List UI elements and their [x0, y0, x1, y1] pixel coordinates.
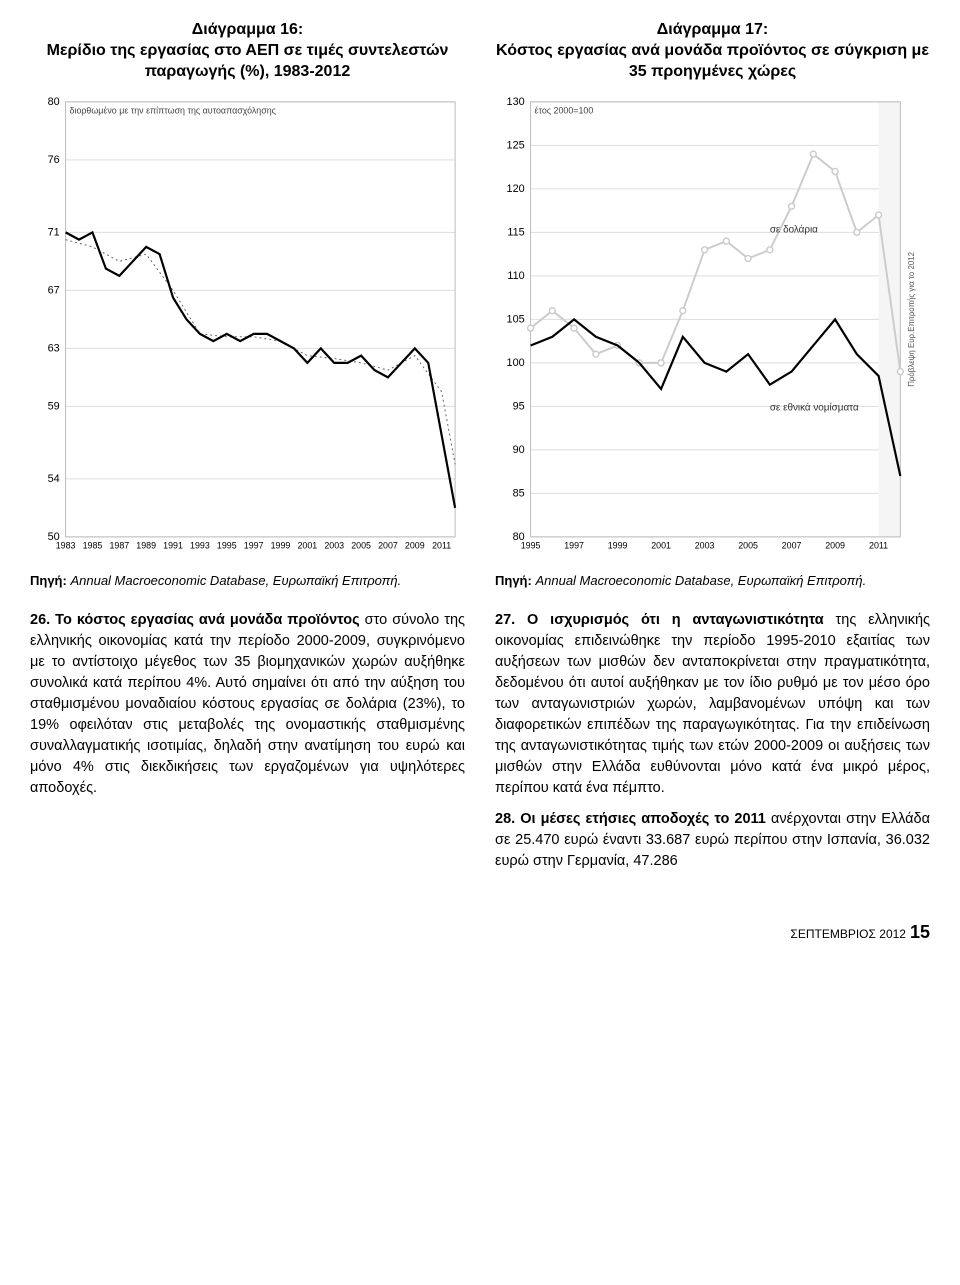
svg-text:67: 67: [48, 285, 60, 297]
svg-text:105: 105: [507, 314, 525, 326]
svg-text:110: 110: [507, 270, 524, 282]
svg-text:2009: 2009: [825, 541, 845, 551]
chart16-title: Διάγραμμα 16: Μερίδιο της εργασίας στο Α…: [30, 20, 465, 82]
svg-text:95: 95: [513, 401, 525, 413]
svg-text:125: 125: [507, 140, 525, 152]
svg-text:σε εθνικά νομίσματα: σε εθνικά νομίσματα: [770, 403, 859, 414]
svg-text:1999: 1999: [271, 541, 291, 551]
para-28: 28. Οι μέσες ετήσιες αποδοχές το 2011 αν…: [495, 809, 930, 872]
svg-text:έτος 2000=100: έτος 2000=100: [535, 106, 594, 116]
svg-text:1983: 1983: [56, 541, 76, 551]
svg-text:80: 80: [48, 96, 60, 108]
svg-text:1997: 1997: [244, 541, 264, 551]
svg-text:59: 59: [48, 401, 60, 413]
svg-text:90: 90: [513, 444, 525, 456]
svg-text:2003: 2003: [324, 541, 344, 551]
para-26: 26. Το κόστος εργασίας ανά μονάδα προϊόν…: [30, 610, 465, 799]
chart16: 8076716763595450διορθωμένο με την επίπτω…: [30, 92, 465, 589]
svg-text:2011: 2011: [432, 541, 451, 551]
chart17-source: Πηγή: Annual Macroeconomic Database, Ευρ…: [495, 573, 930, 590]
svg-text:2005: 2005: [738, 541, 758, 551]
body-columns: 26. Το κόστος εργασίας ανά μονάδα προϊόν…: [30, 610, 930, 882]
para-27: 27. Ο ισχυρισμός ότι η ανταγωνιστικότητα…: [495, 610, 930, 799]
svg-text:2011: 2011: [869, 541, 888, 551]
col-right: 27. Ο ισχυρισμός ότι η ανταγωνιστικότητα…: [495, 610, 930, 882]
svg-text:2001: 2001: [297, 541, 317, 551]
svg-text:2009: 2009: [405, 541, 425, 551]
footer: ΣΕΠΤΕΜΒΡΙΟΣ 201215: [30, 922, 930, 943]
svg-text:2007: 2007: [378, 541, 398, 551]
svg-text:63: 63: [48, 343, 60, 355]
chart16-source: Πηγή: Annual Macroeconomic Database, Ευρ…: [30, 573, 465, 590]
svg-text:σε δολάρια: σε δολάρια: [770, 225, 818, 236]
svg-text:2007: 2007: [782, 541, 802, 551]
svg-text:διορθωμένο με την επίπτωση της: διορθωμένο με την επίπτωση της αυτοαπασχ…: [70, 106, 276, 116]
svg-text:1995: 1995: [217, 541, 237, 551]
svg-text:71: 71: [48, 227, 60, 239]
svg-text:54: 54: [48, 473, 60, 485]
svg-text:76: 76: [48, 154, 60, 166]
svg-text:1987: 1987: [109, 541, 129, 551]
svg-text:1993: 1993: [190, 541, 210, 551]
svg-text:130: 130: [507, 96, 525, 108]
chart17-title: Διάγραμμα 17: Κόστος εργασίας ανά μονάδα…: [495, 20, 930, 82]
svg-text:85: 85: [513, 488, 525, 500]
svg-text:115: 115: [507, 227, 524, 239]
svg-text:1989: 1989: [136, 541, 156, 551]
svg-text:1995: 1995: [521, 541, 541, 551]
svg-text:2001: 2001: [651, 541, 671, 551]
svg-text:1997: 1997: [564, 541, 584, 551]
svg-text:120: 120: [507, 183, 525, 195]
svg-text:1985: 1985: [83, 541, 103, 551]
svg-text:1999: 1999: [608, 541, 628, 551]
svg-text:2003: 2003: [695, 541, 715, 551]
svg-text:1991: 1991: [163, 541, 183, 551]
chart17: 13012512011511010510095908580έτος 2000=1…: [495, 92, 930, 589]
col-left: 26. Το κόστος εργασίας ανά μονάδα προϊόν…: [30, 610, 465, 882]
svg-text:2005: 2005: [351, 541, 371, 551]
svg-text:100: 100: [507, 357, 525, 369]
svg-text:Πρόβλεψη Ευρ.Επιτροπής για το: Πρόβλεψη Ευρ.Επιτροπής για το 2012: [907, 252, 916, 387]
